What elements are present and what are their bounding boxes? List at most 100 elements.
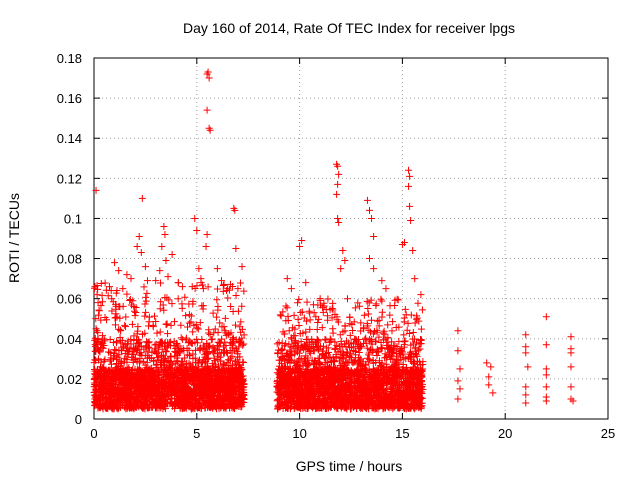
data-point [418, 306, 426, 314]
data-point [143, 289, 151, 297]
data-point [329, 325, 337, 333]
data-point [122, 323, 130, 331]
data-point [188, 340, 196, 348]
data-point [141, 312, 149, 320]
data-point [198, 335, 206, 343]
data-point [199, 285, 207, 293]
data-point [156, 328, 164, 336]
data-point [142, 293, 150, 301]
data-point [329, 299, 337, 307]
data-point [219, 282, 227, 290]
data-point [100, 357, 108, 365]
y-tick-label: 0.14 [57, 131, 82, 146]
data-point [282, 302, 290, 310]
y-tick-label: 0.12 [57, 171, 82, 186]
data-point [204, 283, 212, 291]
data-point [98, 344, 106, 352]
data-point [145, 322, 153, 330]
data-point [360, 311, 368, 319]
data-point [409, 328, 417, 336]
data-point [218, 335, 226, 343]
data-point [380, 327, 388, 335]
x-tick-label: 10 [292, 426, 306, 441]
data-point [221, 314, 229, 322]
data-point [221, 338, 229, 346]
data-point [414, 299, 422, 307]
data-point [297, 308, 305, 316]
data-point [400, 331, 408, 339]
data-point [373, 317, 381, 325]
data-point [128, 320, 136, 328]
x-tick-label: 25 [601, 426, 615, 441]
data-point [170, 377, 178, 385]
data-point [162, 348, 170, 356]
data-point [174, 295, 182, 303]
data-point [409, 335, 417, 343]
data-point [290, 311, 298, 319]
data-point [364, 310, 372, 318]
data-point [220, 360, 228, 368]
data-point [294, 315, 302, 323]
data-point [206, 330, 214, 338]
data-points [90, 68, 577, 413]
data-point [123, 290, 131, 298]
data-point [167, 321, 175, 329]
data-point [224, 294, 232, 302]
data-point [102, 286, 110, 294]
data-point [178, 304, 186, 312]
data-point [156, 305, 164, 313]
data-point [295, 295, 303, 303]
data-point [151, 312, 159, 320]
data-point [227, 302, 235, 310]
data-point [400, 318, 408, 326]
x-tick-label: 20 [498, 426, 512, 441]
data-point [106, 335, 114, 343]
data-point [417, 336, 425, 344]
data-point [122, 313, 130, 321]
data-point [344, 295, 352, 303]
data-point [220, 281, 228, 289]
data-point [313, 326, 321, 334]
data-point [303, 298, 311, 306]
data-point [238, 325, 246, 333]
data-point [321, 335, 329, 343]
data-point [232, 292, 240, 300]
data-point [389, 318, 397, 326]
y-tick-label: 0.1 [64, 211, 82, 226]
data-point [238, 302, 246, 310]
data-point [384, 321, 392, 329]
data-point [388, 327, 396, 335]
data-point [220, 348, 228, 356]
data-point [305, 307, 313, 315]
data-point [98, 291, 106, 299]
data-point [153, 329, 161, 337]
data-point [116, 326, 124, 334]
data-point [407, 311, 415, 319]
data-point [199, 302, 207, 310]
data-point [104, 292, 112, 300]
data-point [356, 302, 364, 310]
y-tick-label: 0.16 [57, 91, 82, 106]
data-point [166, 353, 174, 361]
data-point [324, 295, 332, 303]
data-point [275, 339, 283, 347]
data-point [240, 340, 248, 348]
data-point [99, 332, 107, 340]
data-point [277, 312, 285, 320]
data-point [109, 338, 117, 346]
data-point [189, 300, 197, 308]
data-point [188, 283, 196, 291]
y-tick-label: 0.02 [57, 372, 82, 387]
data-point [285, 327, 293, 335]
data-point [205, 329, 213, 337]
x-tick-label: 5 [193, 426, 200, 441]
data-point [121, 321, 129, 329]
data-point [187, 318, 195, 326]
data-point [404, 319, 412, 327]
x-tick-label: 15 [395, 426, 409, 441]
data-point [152, 318, 160, 326]
data-point [108, 295, 116, 303]
data-point [140, 358, 148, 366]
data-point [160, 306, 168, 314]
